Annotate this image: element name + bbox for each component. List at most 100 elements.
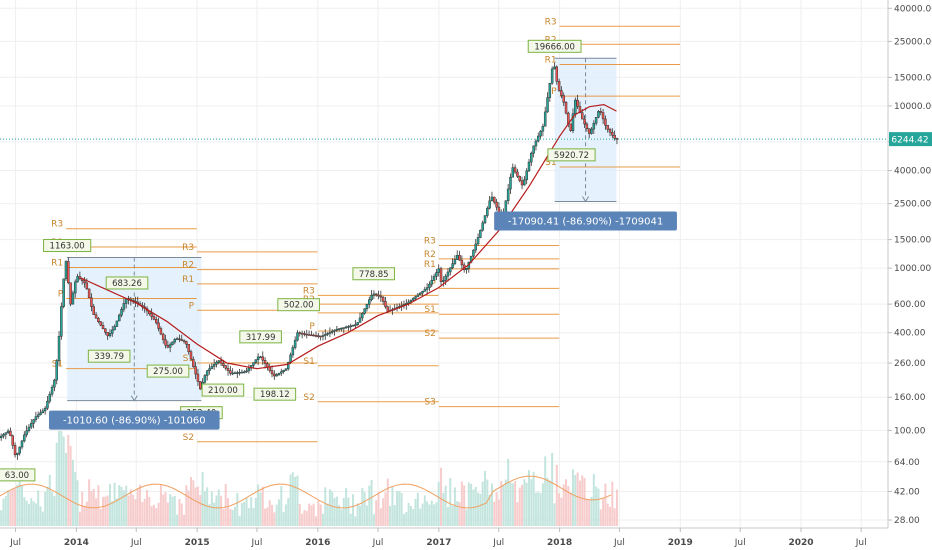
price-label: 502.00 <box>284 301 314 311</box>
volume-bar <box>303 510 306 526</box>
candle-body <box>32 419 35 424</box>
price-label: 778.85 <box>359 270 389 280</box>
volume-bar <box>58 431 61 526</box>
candle-body <box>455 255 459 260</box>
candle-body <box>363 308 366 314</box>
candle-body <box>516 171 519 177</box>
volume-bar <box>39 506 42 526</box>
volume-bar <box>412 509 415 526</box>
x-tick-label: 2015 <box>185 538 210 548</box>
volume-bar <box>208 504 211 526</box>
candle-body <box>493 196 496 203</box>
volume-bar <box>143 498 146 526</box>
volume-bar <box>277 499 280 526</box>
pivot-label: S2 <box>183 433 194 443</box>
volume-bar <box>185 485 188 526</box>
candle-body <box>57 335 61 361</box>
candle-body <box>78 276 82 279</box>
volume-bar <box>384 492 387 526</box>
candle-body <box>73 281 77 294</box>
volume-bar <box>389 505 392 526</box>
candle-body <box>273 373 276 377</box>
candle-body <box>60 306 63 337</box>
volume-bar <box>574 474 577 526</box>
volume-bar <box>497 499 500 526</box>
x-tick-label: Jul <box>130 538 142 548</box>
volume-bar <box>467 482 470 526</box>
candle-body <box>94 314 98 319</box>
volume-bar <box>155 508 158 526</box>
volume-bar <box>247 508 250 526</box>
candle-body <box>476 237 480 245</box>
volume-bar <box>590 496 593 526</box>
candle-body <box>518 176 521 181</box>
volume-bar <box>213 502 216 526</box>
volume-bar <box>127 495 130 526</box>
candle-body <box>613 135 616 139</box>
y-tick-label: 42.00 <box>894 487 920 497</box>
x-tick-label: Jul <box>9 538 21 548</box>
volume-bar <box>407 502 410 526</box>
candle-body <box>11 435 14 446</box>
candle-body <box>282 370 285 372</box>
candle-body <box>539 130 542 137</box>
pivot-label: S2 <box>303 393 314 403</box>
candle-body <box>379 295 383 298</box>
volume-bar <box>541 483 544 526</box>
candle-body <box>372 293 376 296</box>
candle-body <box>226 367 230 371</box>
volume-bar <box>363 492 366 526</box>
candle-body <box>106 332 109 337</box>
candle-body <box>472 249 475 257</box>
volume-bar <box>444 485 447 526</box>
volume-bar <box>150 506 153 526</box>
candle-body <box>87 288 91 299</box>
pivot-label: P <box>58 289 64 299</box>
volume-bar <box>449 478 452 526</box>
volume-bar <box>134 499 137 526</box>
candle-body <box>268 366 271 371</box>
volume-bar <box>516 502 519 526</box>
candle-body <box>594 117 598 124</box>
volume-bar <box>356 503 359 526</box>
x-tick-label: Jul <box>613 538 625 548</box>
candle-body <box>560 90 563 96</box>
volume-bar <box>139 484 142 526</box>
candle-body <box>164 339 167 346</box>
measure-label: -1010.60 (-86.90%) -101060 <box>63 416 206 427</box>
volume-bar <box>597 488 600 526</box>
pivot-label: S1 <box>424 305 435 315</box>
price-label-box <box>43 239 92 253</box>
volume-bar <box>132 494 135 526</box>
candle-body <box>483 215 487 224</box>
pivot-label: S1 <box>183 354 194 364</box>
volume-bar <box>83 505 86 526</box>
volume-bar <box>199 494 202 526</box>
candle-body <box>374 293 378 296</box>
current-price-marker: 6244.42 <box>0 132 932 147</box>
price-label: 210.00 <box>208 386 238 396</box>
candle-body <box>414 296 417 299</box>
volume-bar <box>446 507 449 526</box>
volume-bar <box>493 501 496 526</box>
volume-bar <box>433 504 436 526</box>
candle-body <box>576 99 579 107</box>
candle-body <box>534 140 538 147</box>
candle-body <box>460 259 464 266</box>
volume-bar <box>451 505 454 526</box>
price-label-box <box>352 267 396 281</box>
measure-arrow-head <box>582 196 589 203</box>
price-label: 339.79 <box>94 352 124 362</box>
volume-bar <box>34 503 37 526</box>
volume-bar <box>189 476 192 526</box>
price-labels: 63.001163.00683.26339.79275.00152.40210.… <box>0 39 596 482</box>
volume-bar <box>187 490 190 526</box>
candle-body <box>25 430 28 436</box>
volume-bar <box>523 479 526 526</box>
price-label-box <box>239 330 282 344</box>
pivot-label: R2 <box>424 250 436 260</box>
volume-bar <box>361 488 364 526</box>
candle-body <box>523 179 526 186</box>
volume-bar <box>257 484 260 526</box>
